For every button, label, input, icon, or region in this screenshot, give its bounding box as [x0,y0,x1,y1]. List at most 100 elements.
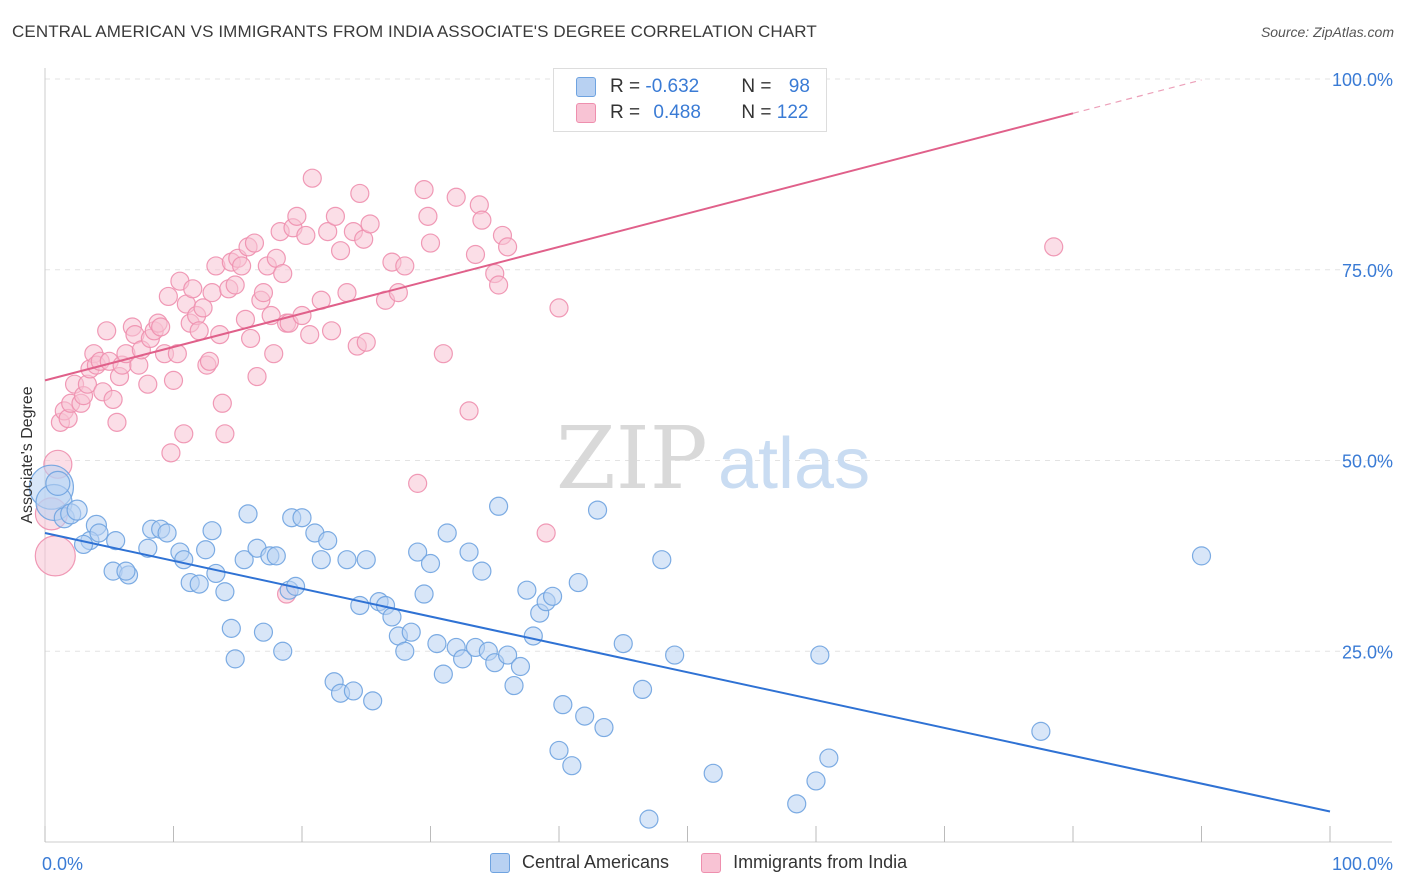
central-american-point [453,649,473,669]
tick-labels: 25.0% 50.0% 75.0% 100.0% 0.0% 100.0% [42,70,1393,874]
legend-n-label: N = [741,76,777,97]
central-american-point [157,523,177,543]
y-tick-label: 50.0% [1342,452,1393,472]
legend-swatch-pink [701,852,722,873]
central-american-point [138,538,158,558]
india-point [244,233,265,253]
x-tick-label-max: 100.0% [1332,854,1393,874]
central-american-point [427,634,447,654]
source-label: Source: ZipAtlas.com [1260,24,1394,40]
legend-n-label: N = [741,102,777,123]
series-central-american-points [28,464,1212,829]
central-american-point [225,649,245,669]
y-axis-title: Associate's Degree [19,386,36,524]
series-india-points [34,168,1064,604]
india-point [321,321,342,341]
trend-line-india-extension [1072,79,1202,114]
central-american-point [594,717,614,738]
india-point [161,443,181,463]
india-point [414,180,434,200]
trend-lines [44,79,1331,813]
central-american-point [318,531,338,551]
central-american-point [523,626,543,646]
x-tick-label-min: 0.0% [42,854,83,874]
india-point [459,401,479,421]
central-american-point [238,504,258,524]
legend-label-india: Immigrants from India [733,852,908,872]
central-american-point [311,550,331,570]
central-american-point [632,679,653,700]
legend-n-value: 98 [788,76,810,97]
central-american-point [106,531,126,551]
india-point [536,523,556,543]
central-american-point [420,553,441,574]
legend-row-india: R = 0.488 N = 122 [576,100,808,126]
india-point [360,214,380,234]
central-american-point [363,691,383,711]
india-point [199,351,220,371]
india-point [202,283,222,303]
chart-title: CENTRAL AMERICAN VS IMMIGRANTS FROM INDI… [12,22,817,41]
india-point [395,256,415,276]
central-american-point [1191,546,1212,566]
india-point [264,344,284,364]
india-point [1044,237,1064,257]
central-american-point [542,586,563,606]
axes [44,68,1392,843]
india-point [273,263,293,284]
central-american-point [549,740,569,761]
india-point [296,225,316,246]
legend-label-central-americans: Central Americans [522,852,670,872]
legend-r-value: 0.488 [653,102,701,123]
central-american-point [73,534,94,555]
central-american-point [819,748,839,768]
central-american-point [401,622,421,642]
trend-line-india [44,112,1074,382]
india-point [489,275,509,295]
central-american-point [510,656,531,677]
central-american-point [568,572,588,593]
central-american-point [433,664,453,684]
india-point [325,206,346,226]
legend-item-central-americans: Central Americans [490,852,669,873]
stats-legend: R = -0.632 N = 98 R = 0.488 N = 122 [553,68,827,132]
india-point [225,275,245,295]
central-american-point [395,641,415,661]
india-point [418,206,438,226]
legend-swatch-blue [576,77,596,97]
india-point [138,374,158,394]
central-american-point [787,794,807,814]
india-point [183,279,203,299]
india-point [350,183,370,204]
central-american-point [498,645,518,665]
central-american-point [292,508,312,528]
y-tick-label: 100.0% [1332,70,1393,90]
central-american-point [639,809,659,829]
central-american-point [459,542,479,562]
india-point [34,535,76,577]
central-american-point [343,681,363,701]
india-point [318,222,338,242]
central-american-point [273,641,293,661]
india-point [193,298,213,318]
india-point [212,393,232,413]
trend-line-central-americans [44,532,1331,813]
legend-n-value: 122 [776,102,809,123]
watermark-zip: ZIP [556,409,708,509]
central-american-point [810,645,830,665]
legend-swatch-pink [576,103,596,123]
central-american-point [408,542,428,562]
india-point [232,256,252,276]
central-american-point [587,500,608,520]
central-american-point [472,561,492,581]
india-point [302,168,322,188]
central-american-point [806,771,826,791]
central-american-point [1031,721,1051,741]
central-american-point [66,499,88,521]
india-point [158,286,178,307]
y-tick-label: 25.0% [1342,642,1393,662]
central-american-point [489,496,509,516]
india-point [472,210,492,230]
central-american-point [89,523,109,543]
india-point [549,298,569,318]
